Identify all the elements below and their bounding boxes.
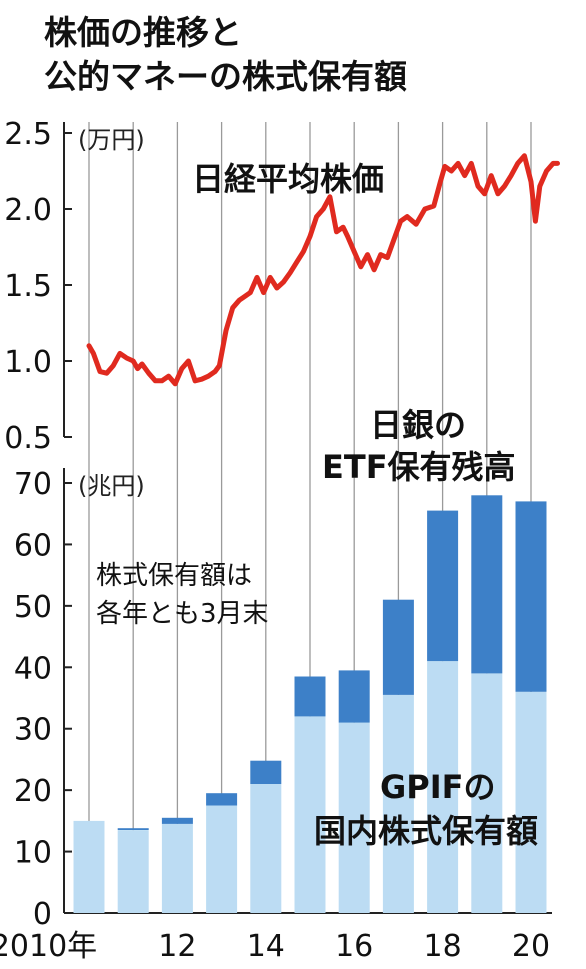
nikkei-ytick-label: 2.0 bbox=[4, 193, 52, 228]
holdings-bars bbox=[73, 495, 547, 913]
holdings-ytick-label: 0 bbox=[33, 897, 52, 932]
chart-title-line2: 公的マネーの株式保有額 bbox=[44, 57, 407, 96]
bar-boj-2019 bbox=[471, 495, 503, 674]
bar-gpif-2018 bbox=[427, 661, 459, 913]
gpif-label-line1: GPIFの bbox=[380, 768, 496, 806]
bar-gpif-2011 bbox=[117, 830, 149, 913]
bar-boj-2020 bbox=[515, 501, 547, 692]
nikkei-y-axis: (万円) bbox=[63, 122, 145, 437]
boj-label-line1: 日銀の bbox=[370, 406, 466, 444]
nikkei-ytick-label: 1.0 bbox=[4, 345, 52, 380]
bar-boj-2015 bbox=[294, 676, 326, 717]
nikkei-ytick-label: 0.5 bbox=[4, 421, 52, 456]
year-ticks: 2010年 12 14 16 18 20 bbox=[0, 929, 550, 964]
xtick-label: 18 bbox=[424, 929, 462, 964]
xtick-label: 2010年 bbox=[0, 929, 97, 964]
boj-label-line2: ETF保有残高 bbox=[322, 448, 516, 486]
note-line2: 各年とも3月末 bbox=[96, 599, 269, 629]
nikkei-ytick-label: 1.5 bbox=[4, 269, 52, 304]
bar-gpif-2010 bbox=[73, 820, 105, 913]
chart-title-line1: 株価の推移と bbox=[44, 13, 242, 52]
holdings-y-axis: (兆円) bbox=[63, 468, 552, 914]
gpif-label-line2: 国内株式保有額 bbox=[314, 812, 538, 850]
nikkei-unit-label: (万円) bbox=[78, 126, 145, 154]
nikkei-series-label: 日経平均株価 bbox=[192, 160, 384, 198]
holdings-ytick-label: 70 bbox=[14, 467, 52, 502]
holdings-ytick-label: 20 bbox=[14, 774, 52, 809]
bar-gpif-2012 bbox=[161, 823, 193, 913]
bar-gpif-2017 bbox=[382, 694, 414, 913]
bar-boj-2017 bbox=[382, 599, 414, 695]
bar-gpif-2020 bbox=[515, 691, 547, 913]
holdings-y-ticks: 70 60 50 40 30 20 10 0 bbox=[14, 467, 72, 932]
holdings-unit-label: (兆円) bbox=[78, 472, 145, 500]
bar-boj-2014 bbox=[250, 760, 282, 784]
bar-gpif-2016 bbox=[338, 722, 370, 913]
bar-gpif-2019 bbox=[471, 673, 503, 913]
bar-boj-2018 bbox=[427, 510, 459, 662]
bar-boj-2012 bbox=[161, 817, 193, 824]
bar-boj-2013 bbox=[206, 793, 238, 806]
bar-gpif-2013 bbox=[206, 805, 238, 913]
nikkei-line bbox=[86, 153, 560, 387]
bar-gpif-2015 bbox=[294, 716, 326, 913]
xtick-label: 12 bbox=[158, 929, 196, 964]
holdings-ytick-label: 10 bbox=[14, 836, 52, 871]
xtick-label: 16 bbox=[335, 929, 373, 964]
holdings-ytick-label: 30 bbox=[14, 713, 52, 748]
nikkei-y-ticks: 2.5 2.0 1.5 1.0 0.5 bbox=[4, 117, 72, 456]
holdings-ytick-label: 60 bbox=[14, 528, 52, 563]
bar-boj-2011 bbox=[117, 828, 149, 830]
holdings-ytick-label: 40 bbox=[14, 651, 52, 686]
bar-boj-2016 bbox=[338, 670, 370, 723]
holdings-ytick-label: 50 bbox=[14, 590, 52, 625]
xtick-label: 20 bbox=[512, 929, 550, 964]
note-line1: 株式保有額は bbox=[96, 561, 252, 591]
xtick-label: 14 bbox=[247, 929, 285, 964]
bar-gpif-2014 bbox=[250, 784, 282, 913]
nikkei-ytick-label: 2.5 bbox=[4, 117, 52, 152]
